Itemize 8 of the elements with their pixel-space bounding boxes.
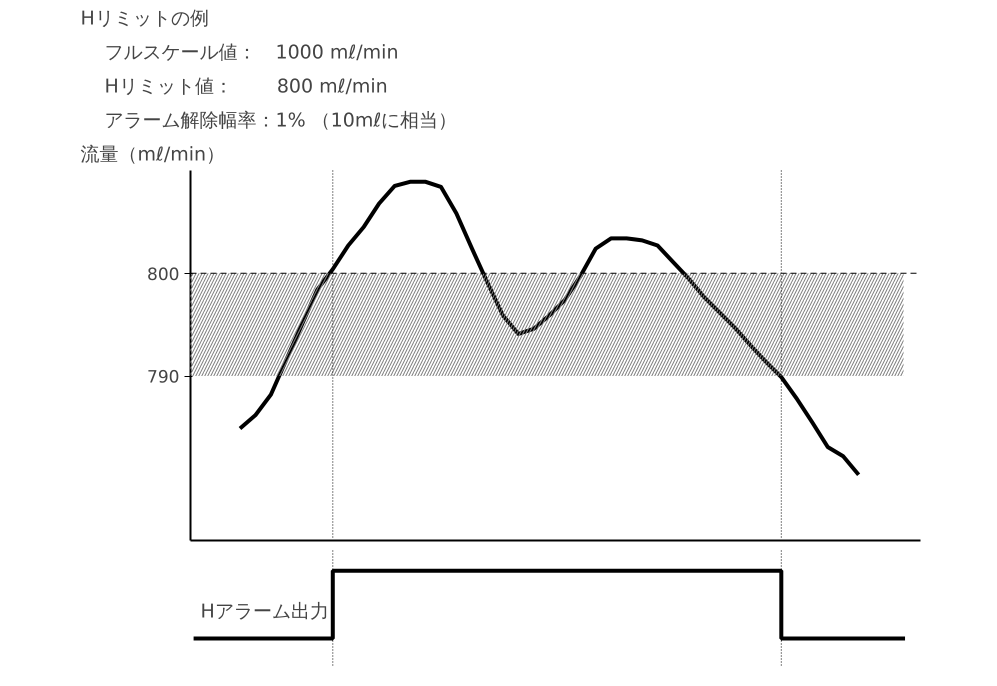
y-axis-title: Hアラーム出力: [200, 600, 329, 622]
text: アラーム解除幅率：1% （10mℓに相当）: [104, 110, 458, 132]
y-tick-label: 800: [147, 264, 180, 285]
text: Hリミット値： 800 mℓ/min: [104, 76, 388, 98]
text: フルスケール値： 1000 mℓ/min: [104, 42, 398, 64]
y-axis-title: 流量（mℓ/min）: [80, 144, 226, 166]
chart-title: Hリミットの例: [80, 8, 209, 30]
y-tick-label: 790: [147, 368, 180, 388]
